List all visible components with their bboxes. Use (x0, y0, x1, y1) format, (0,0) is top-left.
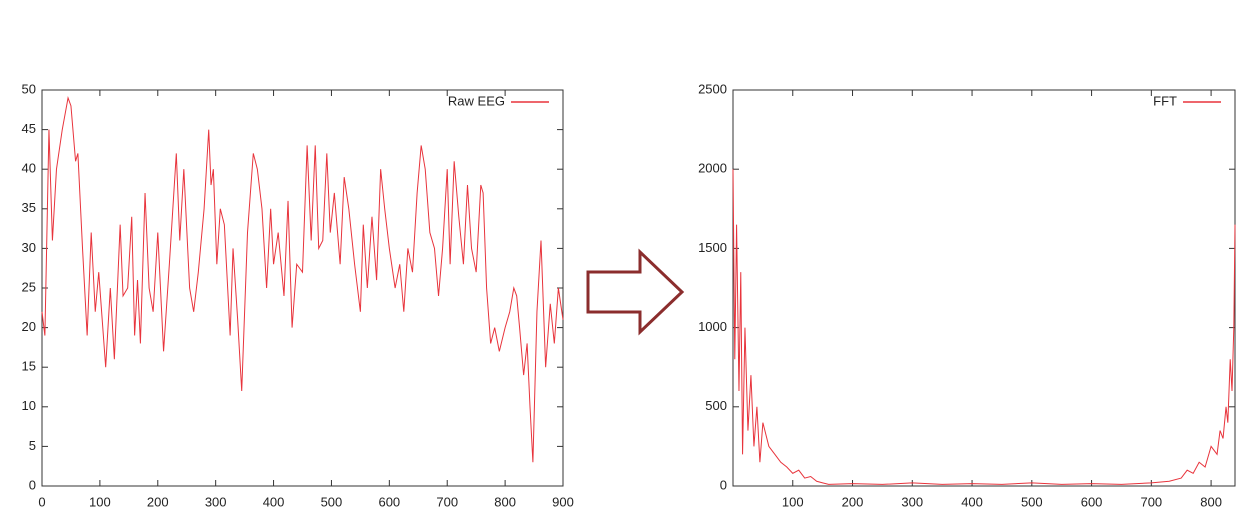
y-tick-label: 20 (22, 319, 36, 334)
x-tick-label: 300 (901, 494, 923, 509)
x-tick-label: 0 (38, 494, 45, 509)
y-tick-label: 45 (22, 121, 36, 136)
x-tick-label: 900 (552, 494, 574, 509)
y-tick-label: 0 (29, 477, 36, 492)
legend-label: Raw EEG (448, 93, 505, 108)
y-tick-label: 2500 (698, 81, 727, 96)
x-tick-label: 200 (842, 494, 864, 509)
y-tick-label: 1000 (698, 319, 727, 334)
y-tick-label: 35 (22, 200, 36, 215)
x-tick-label: 500 (321, 494, 343, 509)
y-tick-label: 40 (22, 161, 36, 176)
x-tick-label: 100 (782, 494, 804, 509)
data-line (732, 169, 1236, 485)
y-tick-label: 10 (22, 398, 36, 413)
x-tick-label: 800 (1200, 494, 1222, 509)
y-tick-label: 15 (22, 359, 36, 374)
y-tick-label: 0 (720, 477, 727, 492)
plot-frame (732, 89, 1236, 487)
x-tick-label: 300 (205, 494, 227, 509)
x-tick-label: 600 (1081, 494, 1103, 509)
x-tick-label: 400 (263, 494, 285, 509)
arrow (586, 248, 685, 336)
y-tick-label: 2000 (698, 161, 727, 176)
y-tick-label: 5 (29, 438, 36, 453)
x-tick-label: 600 (378, 494, 400, 509)
y-tick-label: 1500 (698, 240, 727, 255)
legend-label: FFT (1153, 93, 1177, 108)
y-tick-label: 500 (705, 398, 727, 413)
x-tick-label: 200 (147, 494, 169, 509)
data-line (41, 96, 564, 463)
x-tick-label: 400 (961, 494, 983, 509)
y-tick-label: 50 (22, 81, 36, 96)
plot-frame (41, 89, 564, 487)
y-tick-label: 30 (22, 240, 36, 255)
x-tick-label: 700 (1140, 494, 1162, 509)
y-tick-label: 25 (22, 279, 36, 294)
x-tick-label: 800 (494, 494, 516, 509)
x-tick-label: 700 (436, 494, 458, 509)
x-tick-label: 500 (1021, 494, 1043, 509)
x-tick-label: 100 (89, 494, 111, 509)
